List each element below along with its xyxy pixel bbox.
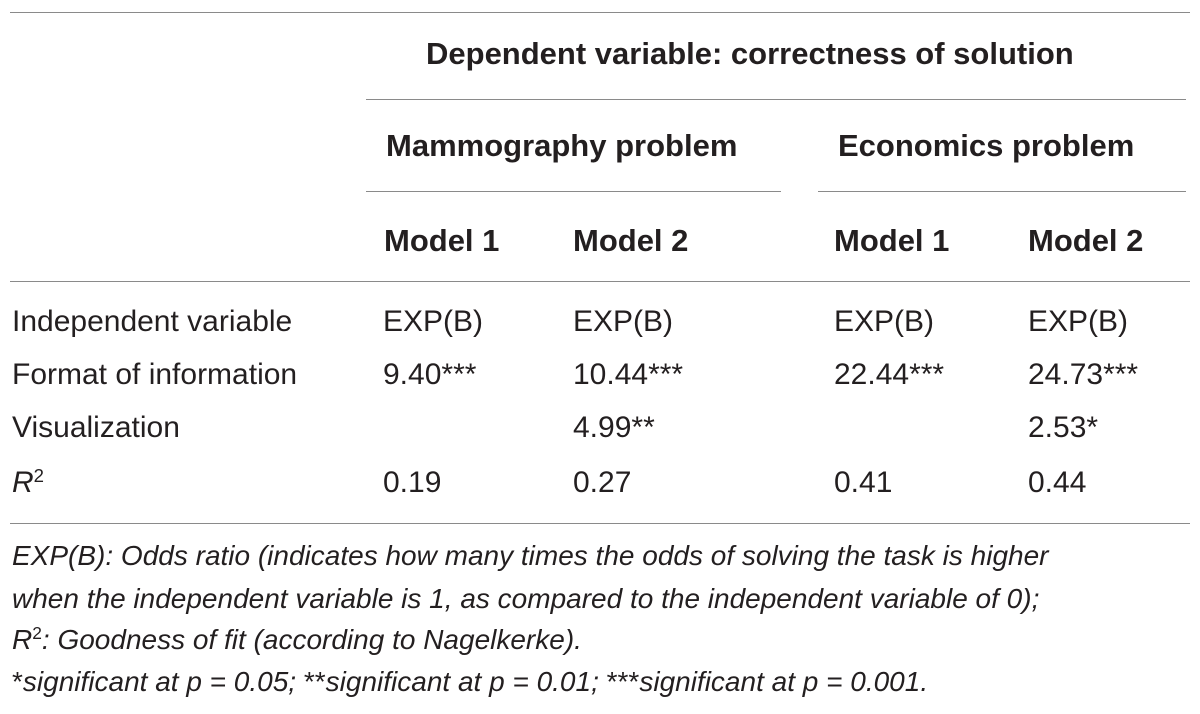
sig-text-1: significant at p = 0.05; — [22, 666, 304, 697]
group-heading-mammography: Mammography problem — [386, 128, 738, 163]
cell-r0-c3: EXP(B) — [1028, 305, 1129, 338]
r-symbol: R — [12, 466, 34, 499]
footnote-r-superscript: 2 — [32, 623, 42, 644]
row-label-format-of-information: Format of information — [12, 358, 298, 391]
cell-r2-c1: 4.99** — [573, 411, 655, 444]
cell-r2-c3: 2.53* — [1028, 411, 1099, 444]
model-heading-1: Model 1 — [384, 223, 500, 258]
cell-r0-c2: EXP(B) — [834, 305, 935, 338]
sig-text-2: significant at p = 0.01; — [325, 666, 607, 697]
footnote-r-definition: : Goodness of fit (according to Nagelker… — [41, 624, 582, 655]
row-label-visualization: Visualization — [12, 411, 180, 444]
cell-r3-c3: 0.44 — [1028, 466, 1087, 499]
cell-r3-c1: 0.27 — [573, 466, 632, 499]
dependent-variable-heading: Dependent variable: correctness of solut… — [426, 36, 1074, 71]
row-label-r-squared: R2 — [12, 464, 45, 499]
sig-text-3: significant at p = 0.001. — [639, 666, 929, 697]
footnote-line-1: EXP(B): Odds ratio (indicates how many t… — [12, 540, 1049, 571]
sig-star-1: * — [12, 666, 23, 697]
footnote-line-3: R2: Goodness of fit (according to Nagelk… — [12, 623, 582, 655]
group-heading-economics: Economics problem — [838, 128, 1135, 163]
cell-r1-c1: 10.44*** — [573, 358, 684, 391]
mammography-rule — [366, 191, 781, 192]
footnote-significance: *significant at p = 0.05; **significant … — [12, 668, 928, 696]
model-heading-4: Model 2 — [1028, 223, 1144, 258]
cell-r0-c1: EXP(B) — [573, 305, 674, 338]
row-label-independent-variable: Independent variable — [12, 305, 293, 338]
cell-r1-c2: 22.44*** — [834, 358, 945, 391]
economics-rule — [818, 191, 1186, 192]
dependent-variable-rule — [366, 99, 1186, 100]
sig-star-3: *** — [606, 666, 640, 697]
r-superscript: 2 — [33, 464, 45, 486]
model-heading-2: Model 2 — [573, 223, 689, 258]
footnote-line-2: when the independent variable is 1, as c… — [12, 583, 1040, 614]
header-bottom-rule — [10, 281, 1190, 282]
top-rule — [10, 12, 1190, 13]
model-heading-3: Model 1 — [834, 223, 950, 258]
cell-r0-c0: EXP(B) — [383, 305, 484, 338]
footnote-r-symbol: R — [12, 624, 33, 655]
cell-r3-c0: 0.19 — [383, 466, 442, 499]
sig-star-2: ** — [303, 666, 326, 697]
cell-r3-c2: 0.41 — [834, 466, 893, 499]
cell-r1-c3: 24.73*** — [1028, 358, 1139, 391]
cell-r1-c0: 9.40*** — [383, 358, 477, 391]
body-bottom-rule — [10, 523, 1190, 524]
